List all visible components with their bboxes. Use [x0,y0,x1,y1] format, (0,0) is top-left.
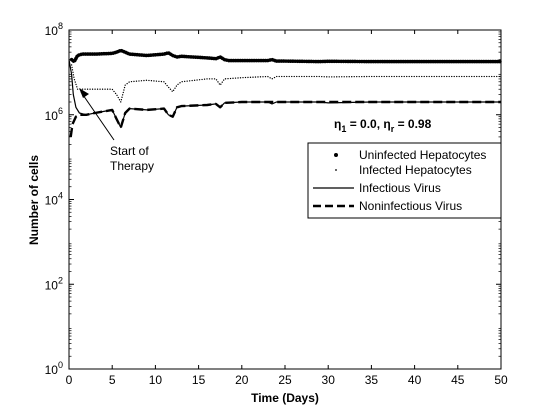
legend-item-infected: Infected Hepatocytes [335,163,472,177]
legend-item-noninfectious: Noninfectious Virus [313,199,462,213]
eta-r-value-text: = 0.98 [394,117,431,131]
parameter-label: η1 = 0.0, ηr = 0.98 [334,117,432,134]
x-tick-label: 10 [149,373,163,387]
x-tick-label: 35 [365,373,379,387]
legend-label-noninfectious: Noninfectious Virus [359,199,462,213]
x-axis-label: Time (Days) [251,391,319,405]
eta-symbol: η [334,117,341,131]
series-line-noninfectious-virus [69,100,501,138]
x-tick-label: 40 [408,373,422,387]
x-tick-label: 0 [66,373,73,387]
x-tick-label: 5 [109,373,116,387]
y-tick-label: 104 [45,191,63,208]
legend-label-uninfected: Uninfected Hepatocytes [359,148,486,162]
legend-marker-uninfected [334,153,338,157]
legend-label-infectious: Infectious Virus [359,181,441,195]
x-axis-ticks: 0 5 10 15 20 25 30 35 40 45 50 [66,30,508,387]
eta-subscript-1: 1 [341,124,346,134]
legend-marker-infected [335,169,337,171]
series-line-infected-hepatocytes [70,64,502,103]
annotation-line-2: Therapy [110,159,154,173]
legend-item-uninfected: Uninfected Hepatocytes [334,148,486,162]
legend-label-infected: Infected Hepatocytes [359,163,472,177]
x-tick-label: 50 [494,373,508,387]
eta-value-text: = 0.0, η [346,117,390,131]
legend-item-infectious: Infectious Virus [313,181,441,195]
eta-subscript-r: r [391,124,395,134]
y-tick-label: 100 [45,360,63,377]
annotation-arrow-line [80,91,115,141]
x-tick-label: 20 [235,373,249,387]
y-tick-label: 106 [45,106,63,123]
legend: Uninfected Hepatocytes Infected Hepatocy… [307,142,502,219]
x-tick-label: 45 [451,373,465,387]
series-line-uninfected-hepatocytes [69,48,503,64]
x-tick-label: 30 [322,373,336,387]
series-layer [68,48,503,138]
y-axis-label: Number of cells [27,155,41,245]
annotation-line-1: Start of [110,144,149,158]
x-tick-label: 15 [192,373,206,387]
y-tick-label: 102 [45,275,63,292]
y-tick-label: 108 [45,21,63,38]
x-tick-label: 25 [278,373,292,387]
annotation-arrowhead [79,88,89,98]
therapy-annotation: Start of Therapy [79,88,154,173]
